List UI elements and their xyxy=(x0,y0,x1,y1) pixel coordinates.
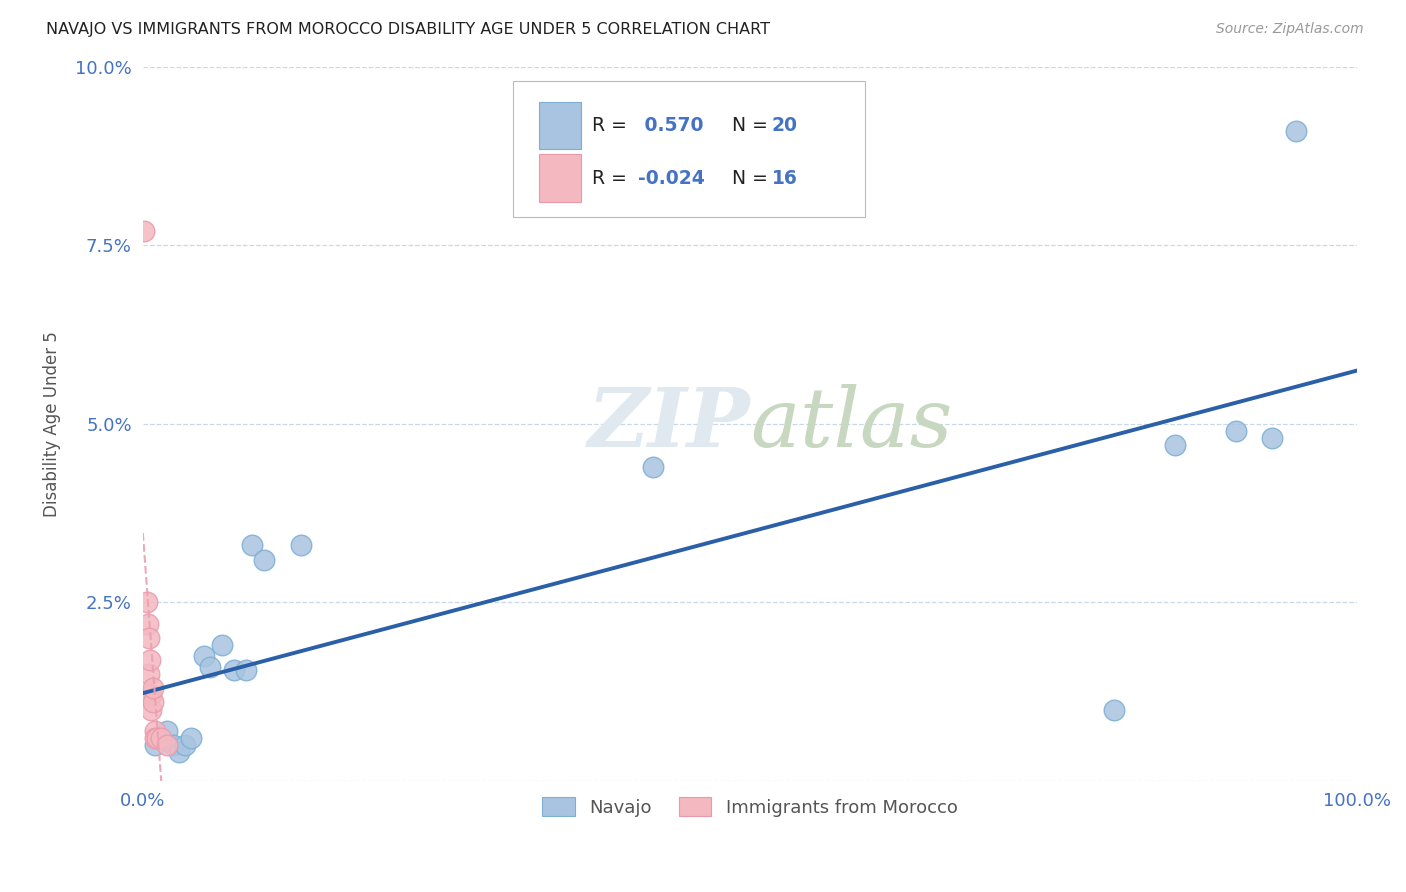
Point xyxy=(156,739,179,753)
Text: NAVAJO VS IMMIGRANTS FROM MOROCCO DISABILITY AGE UNDER 5 CORRELATION CHART: NAVAJO VS IMMIGRANTS FROM MOROCCO DISABI… xyxy=(46,22,770,37)
Text: N =: N = xyxy=(720,169,773,187)
Point xyxy=(141,702,163,716)
Point xyxy=(211,638,233,652)
Point xyxy=(1164,438,1187,452)
Text: ZIP: ZIP xyxy=(588,384,749,464)
Point xyxy=(136,616,159,631)
Text: R =: R = xyxy=(592,116,633,135)
Text: Source: ZipAtlas.com: Source: ZipAtlas.com xyxy=(1216,22,1364,37)
Point xyxy=(139,688,162,702)
Y-axis label: Disability Age Under 5: Disability Age Under 5 xyxy=(44,331,60,516)
Point xyxy=(132,224,155,238)
Point xyxy=(174,739,197,753)
FancyBboxPatch shape xyxy=(538,153,581,202)
Point xyxy=(143,731,166,746)
Point xyxy=(142,695,165,709)
Point xyxy=(138,666,160,681)
Point xyxy=(235,663,257,677)
Point xyxy=(143,739,166,753)
Text: 16: 16 xyxy=(772,169,797,187)
Point xyxy=(169,746,191,760)
Point xyxy=(290,538,312,552)
Text: R =: R = xyxy=(592,169,633,187)
Point xyxy=(156,723,179,738)
Text: 0.570: 0.570 xyxy=(638,116,704,135)
Legend: Navajo, Immigrants from Morocco: Navajo, Immigrants from Morocco xyxy=(533,789,967,826)
Point xyxy=(139,652,162,666)
Point xyxy=(162,739,184,753)
Point xyxy=(138,631,160,645)
Point xyxy=(146,731,169,746)
Point xyxy=(143,723,166,738)
Point xyxy=(222,663,245,677)
Text: atlas: atlas xyxy=(749,384,952,464)
Point xyxy=(198,659,221,673)
Point xyxy=(150,731,173,746)
Point xyxy=(1102,702,1125,716)
Point xyxy=(641,459,664,474)
Text: -0.024: -0.024 xyxy=(638,169,704,187)
Point xyxy=(253,552,276,566)
FancyBboxPatch shape xyxy=(513,81,865,217)
Point xyxy=(141,688,163,702)
Point xyxy=(1261,431,1284,445)
Point xyxy=(180,731,202,746)
Point xyxy=(1225,424,1247,438)
Text: 20: 20 xyxy=(772,116,797,135)
Point xyxy=(240,538,263,552)
Point xyxy=(193,648,215,663)
Point xyxy=(142,681,165,695)
Text: N =: N = xyxy=(720,116,773,135)
Point xyxy=(135,595,157,609)
Point xyxy=(1285,124,1308,138)
FancyBboxPatch shape xyxy=(538,102,581,150)
